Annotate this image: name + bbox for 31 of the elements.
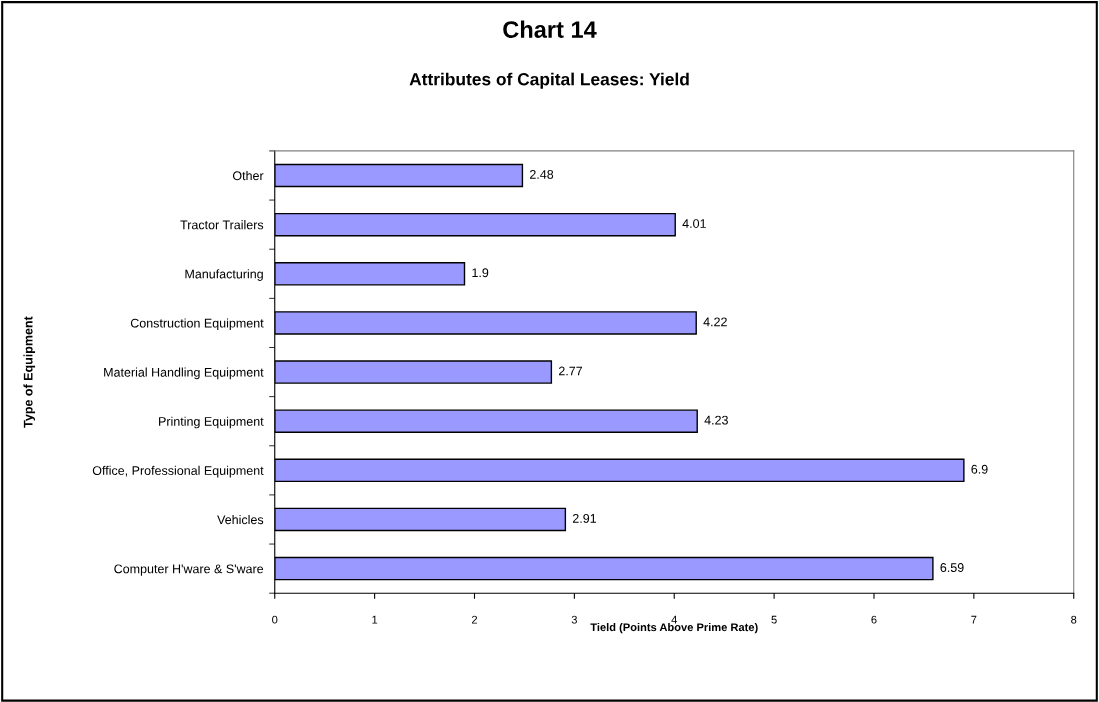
x-tick-label: 6 (871, 615, 877, 624)
x-axis-title: Tield (Points Above Prime Rate) (590, 622, 758, 634)
y-tick-label: Tractor Trailers (180, 220, 264, 230)
x-tick-label: 2 (471, 615, 478, 624)
x-tick-label: 3 (571, 615, 577, 624)
y-axis-title: Type of Equipment (23, 316, 36, 428)
data-label: 4.01 (682, 219, 706, 228)
x-tick-label: 0 (272, 615, 278, 624)
data-label: 2.77 (558, 366, 583, 376)
y-tick-label: Printing Equipment (159, 416, 264, 429)
data-label: 4.22 (703, 317, 727, 327)
y-tick-label: Manufacturing (185, 269, 263, 281)
x-tick-label: 4 (671, 615, 677, 624)
x-tick-label: 1 (372, 615, 378, 624)
x-tick-label: 7 (971, 615, 977, 624)
y-tick-label: Material Handling Equipment (104, 367, 264, 380)
y-tick-label: Construction Equipment (130, 318, 264, 331)
y-tick-label: Other (232, 170, 264, 181)
data-label: 2.91 (572, 513, 597, 523)
x-tick-label: 5 (771, 615, 777, 624)
x-tick-label: 8 (1071, 615, 1077, 624)
data-label: 6.59 (940, 563, 964, 572)
chart-subtitle: Attributes of Capital Leases: Yield (409, 72, 689, 89)
y-tick-label: Office, Professional Equipment (92, 465, 264, 478)
y-tick-label: Vehicles (217, 514, 264, 525)
data-label: 2.48 (530, 170, 554, 179)
chart-title: Chart 14 (503, 20, 597, 38)
data-label: 1.9 (472, 268, 489, 278)
y-tick-label: Computer H'ware & S'ware (114, 564, 264, 576)
data-label: 6.9 (971, 464, 988, 474)
data-label: 4.23 (704, 415, 728, 425)
